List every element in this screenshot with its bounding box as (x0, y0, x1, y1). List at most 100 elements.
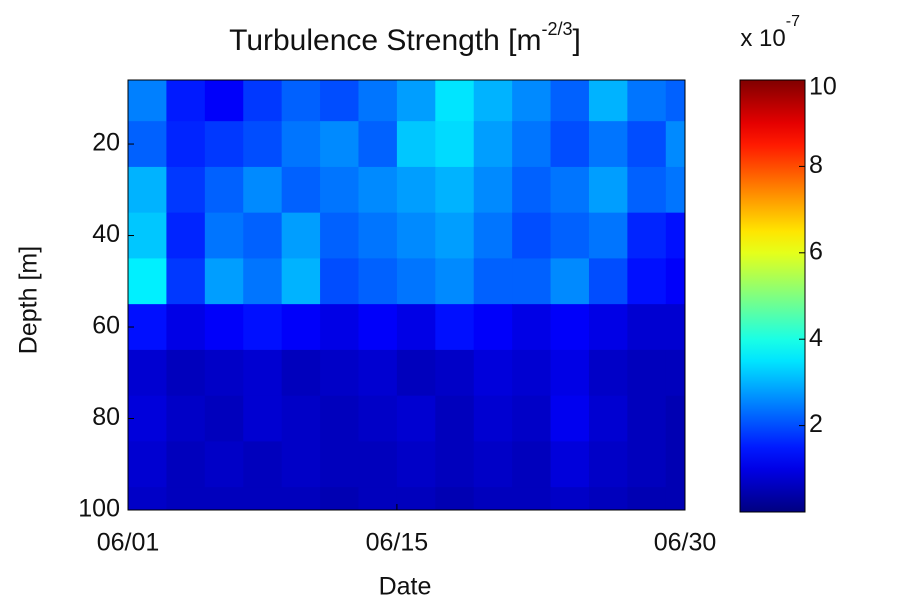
heatmap-cell (512, 121, 552, 168)
colorbar-multiplier: x 10-7 (740, 13, 800, 52)
heatmap-cell (627, 395, 667, 442)
heatmap-cell (627, 441, 667, 488)
heatmap-cell (358, 349, 398, 397)
colorbar (739, 79, 806, 513)
heatmap-cell (128, 441, 167, 488)
heatmap-cell (281, 166, 321, 214)
heatmap-cell (435, 80, 475, 122)
heatmap-cell (473, 349, 513, 397)
multiplier-exponent: -7 (786, 13, 800, 30)
colorbar-tick-label: 10 (809, 73, 837, 101)
heatmap (128, 80, 685, 510)
heatmap-cell (243, 487, 283, 510)
heatmap-cell (473, 395, 513, 442)
title-superscript: -2/3 (542, 19, 573, 39)
heatmap-cell (435, 121, 475, 168)
heatmap-cell (128, 304, 167, 351)
heatmap-cell (128, 258, 167, 305)
heatmap-cell (435, 212, 475, 259)
heatmap-cell (204, 487, 244, 510)
heatmap-cell (435, 395, 475, 442)
heatmap-cell (473, 258, 513, 305)
heatmap-cell (281, 487, 321, 510)
colorbar-tick-label: 2 (809, 410, 823, 438)
heatmap-cell (166, 487, 206, 510)
heatmap-cell (320, 395, 359, 442)
heatmap-cell (166, 258, 206, 305)
heatmap-cell (320, 121, 359, 168)
heatmap-cell (358, 80, 398, 122)
heatmap-cell (243, 304, 283, 351)
heatmap-cell (281, 395, 321, 442)
heatmap-cell (588, 304, 628, 351)
heatmap-cell (435, 441, 475, 488)
heatmap-cell (627, 304, 667, 351)
y-tick-label: 60 (92, 312, 120, 340)
heatmap-cell (396, 258, 436, 305)
heatmap-cell (435, 349, 475, 397)
plot-frame (127, 79, 686, 511)
heatmap-cell (396, 212, 436, 259)
heatmap-cell (512, 487, 552, 510)
heatmap-cell (627, 212, 667, 259)
y-axis-label: Depth [m] (15, 246, 43, 354)
heatmap-cell (204, 121, 244, 168)
heatmap-cell (320, 80, 359, 122)
heatmap-cell (166, 395, 206, 442)
heatmap-cell (320, 212, 359, 259)
heatmap-cell (588, 212, 628, 259)
heatmap-cell (435, 487, 475, 510)
heatmap-cell (512, 166, 552, 214)
heatmap-cell (665, 441, 685, 488)
heatmap-cell (358, 121, 398, 168)
heatmap-cell (358, 212, 398, 259)
heatmap-cell (550, 80, 590, 122)
heatmap-cell (550, 395, 590, 442)
heatmap-cell (665, 395, 685, 442)
heatmap-cell (128, 487, 167, 510)
heatmap-cell (320, 349, 359, 397)
heatmap-cell (473, 80, 513, 122)
heatmap-cell (281, 80, 321, 122)
heatmap-cell (665, 166, 685, 214)
heatmap-cell (665, 304, 685, 351)
heatmap-cell (320, 487, 359, 510)
heatmap-cell (396, 395, 436, 442)
heatmap-cell (166, 441, 206, 488)
heatmap-cell (435, 258, 475, 305)
heatmap-cell (550, 441, 590, 488)
heatmap-cell (473, 304, 513, 351)
heatmap-cell (358, 395, 398, 442)
heatmap-cell (396, 441, 436, 488)
heatmap-cell (512, 80, 552, 122)
heatmap-cell (204, 212, 244, 259)
heatmap-cell (128, 121, 167, 168)
heatmap-cell (204, 80, 244, 122)
heatmap-cell (588, 80, 628, 122)
heatmap-cell (435, 304, 475, 351)
heatmap-cell (396, 121, 436, 168)
heatmap-cell (627, 258, 667, 305)
heatmap-cell (550, 349, 590, 397)
heatmap-cell (204, 258, 244, 305)
heatmap-cell (128, 349, 167, 397)
heatmap-cell (473, 487, 513, 510)
heatmap-cell (512, 441, 552, 488)
heatmap-cell (128, 395, 167, 442)
heatmap-cell (281, 349, 321, 397)
heatmap-cell (473, 121, 513, 168)
heatmap-cell (204, 395, 244, 442)
heatmap-cell (550, 304, 590, 351)
heatmap-cell (243, 441, 283, 488)
heatmap-cell (512, 258, 552, 305)
heatmap-cell (396, 166, 436, 214)
heatmap-cell (588, 166, 628, 214)
heatmap-cell (588, 349, 628, 397)
x-tick-label: 06/15 (366, 529, 429, 557)
heatmap-cell (358, 258, 398, 305)
heatmap-cell (627, 121, 667, 168)
x-tick-label: 06/01 (97, 529, 160, 557)
chart-title: Turbulence Strength [m-2/3] (229, 19, 581, 57)
heatmap-cell (665, 258, 685, 305)
